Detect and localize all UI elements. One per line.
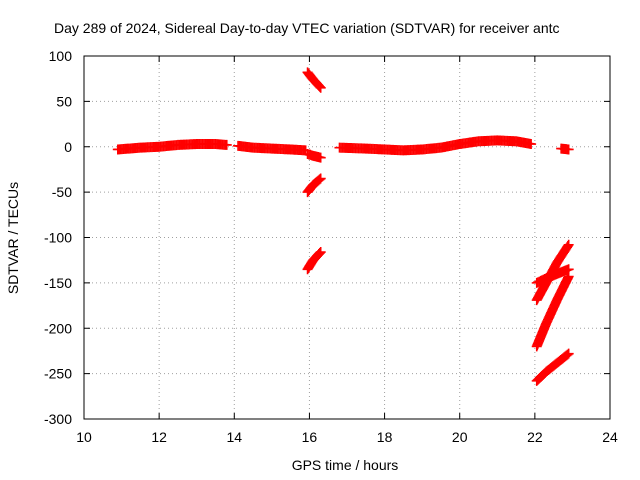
grid-lines [84, 56, 610, 419]
chart-title: Day 289 of 2024, Sidereal Day-to-day VTE… [54, 20, 560, 36]
x-tick-label: 10 [76, 429, 92, 445]
axis-ticks [83, 55, 611, 420]
y-tick-label: 0 [64, 139, 72, 155]
x-tick-label: 24 [602, 429, 618, 445]
y-axis-label: SDTVAR / TECUs [5, 182, 21, 294]
y-tick-label: 50 [56, 93, 72, 109]
data-point [313, 80, 324, 91]
data-point [315, 173, 326, 184]
x-tick-labels: 10 12 14 16 18 20 22 24 [76, 429, 618, 445]
data-series [302, 67, 326, 93]
data-point [562, 240, 573, 251]
y-tick-label: -150 [44, 275, 72, 291]
y-tick-label: -300 [44, 411, 72, 427]
y-tick-label: 100 [49, 48, 73, 64]
data-series [531, 271, 574, 352]
data-point [563, 271, 574, 282]
x-axis-label: GPS time / hours [292, 457, 399, 473]
plot-area [84, 56, 610, 419]
data-point [561, 350, 572, 361]
y-tick-label: -250 [44, 366, 72, 382]
data-point [221, 139, 232, 150]
x-tick-label: 20 [452, 429, 468, 445]
y-tick-label: -100 [44, 230, 72, 246]
data-point [526, 139, 537, 150]
x-tick-label: 14 [226, 429, 242, 445]
data-point [315, 152, 326, 163]
data-point [315, 82, 326, 93]
data-series [556, 143, 574, 155]
data-series [112, 139, 232, 155]
data-series [531, 264, 574, 288]
data-series [233, 140, 311, 156]
data-point [562, 349, 573, 360]
x-tick-label: 18 [377, 429, 393, 445]
x-tick-label: 22 [527, 429, 543, 445]
y-tick-label: -200 [44, 320, 72, 336]
data-series [302, 247, 326, 275]
data-point [563, 348, 574, 359]
data-point [314, 81, 325, 92]
data-point [314, 174, 325, 185]
y-tick-labels: 100 50 0 -50 -100 -150 -200 -250 -300 [44, 48, 72, 427]
data-series [302, 149, 326, 163]
y-tick-label: -50 [52, 184, 72, 200]
data-series [334, 135, 537, 156]
data-point [313, 175, 324, 186]
data-point [563, 144, 574, 155]
x-tick-label: 16 [302, 429, 318, 445]
data-points [112, 67, 574, 386]
data-point [315, 247, 326, 258]
data-series [302, 173, 326, 198]
data-point [563, 239, 574, 250]
data-point [313, 249, 324, 260]
x-tick-label: 12 [151, 429, 167, 445]
data-point [314, 248, 325, 259]
data-series [531, 348, 574, 386]
data-point [562, 242, 573, 253]
